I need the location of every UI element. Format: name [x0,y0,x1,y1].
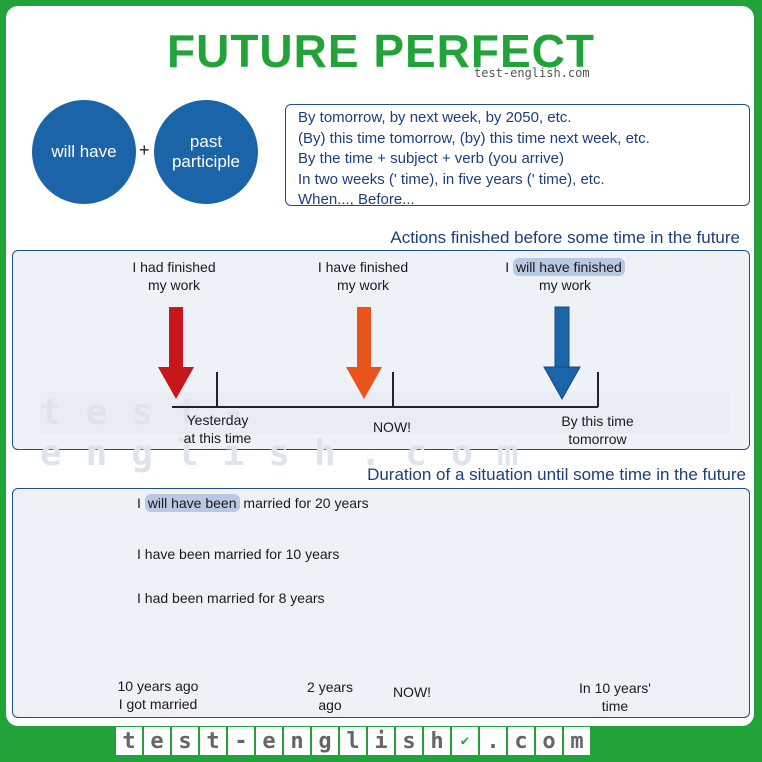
past-participle-circle: past participle [154,100,258,204]
footer-letter: n [284,727,310,755]
site-logo: test-english.com [474,66,590,80]
footer-letter: s [396,727,422,755]
time-expressions-box: By tomorrow, by next week, by 2050, etc.… [285,104,750,208]
tick-tomorrow-label: By this time tomorrow [561,413,634,447]
time-expression: When..., Before... [298,191,415,208]
tick-in-10-years-label: In 10 years' time [579,680,651,714]
tick-2-years-ago-label: 2 years ago [307,679,353,713]
example-present-perfect: I have finished my work [317,259,409,293]
footer-letter: g [312,727,338,755]
section2-heading: Duration of a situation until some time … [367,465,746,484]
tick-10-years-ago-label: 10 years ago I got married [117,678,199,712]
orange-down-arrow [346,307,382,399]
plus-sign: + [139,140,150,160]
example-future-perfect: I will have finished my work [490,258,640,294]
time-expression: (By) this time tomorrow, (by) this time … [298,129,650,147]
section1-heading: Actions finished before some time in the… [390,228,740,247]
tick-now-label-2: NOW! [392,684,432,700]
footer-letter: t [200,727,226,755]
footer-letter: - [228,727,254,755]
time-expression: By tomorrow, by next week, by 2050, etc. [298,109,572,126]
time-expression: In two weeks (' time), in five years (' … [298,170,605,188]
footer-letter: t [116,727,142,755]
footer-letter: e [144,727,170,755]
will-have-label: will have [51,142,117,161]
section2-panel [12,488,750,718]
footer-letter: e [256,727,282,755]
time-expression: By the time + subject + verb (you arrive… [298,150,564,167]
red-down-arrow [158,307,194,399]
highlight-will-have-been: will have been [144,494,240,512]
example-present-perfect-continuous: I have been married for 10 years [137,546,340,562]
section1-timeline [172,372,599,408]
footer-letter: i [368,727,394,755]
footer-letter: m [564,727,590,755]
example-past-perfect: I had finished my work [132,259,216,293]
blue-down-arrow [543,306,581,401]
footer-letter: s [172,727,198,755]
highlight-will-have-finished: will have finished [512,258,625,276]
footer-letter: . [480,727,506,755]
footer-letter: h [424,727,450,755]
footer-letter: o [536,727,562,755]
past-participle-label: past participle [171,132,241,171]
footer-letter: c [508,727,534,755]
tick-yesterday-label: Yesterday at this time [183,412,252,446]
example-future-perfect-continuous: I will have been married for 20 years [137,494,369,512]
will-have-circle: will have [32,100,136,204]
example-past-perfect-continuous: I had been married for 8 years [137,590,325,606]
tick-now-label: NOW! [372,419,412,435]
page-title: FUTURE PERFECT [167,25,595,77]
check-icon: ✔ [452,727,478,755]
footer-logo: t e s t - e n g l i s h ✔ . c o m [116,727,648,755]
watermark: test-english.com [40,392,730,474]
footer-letter: l [340,727,366,755]
